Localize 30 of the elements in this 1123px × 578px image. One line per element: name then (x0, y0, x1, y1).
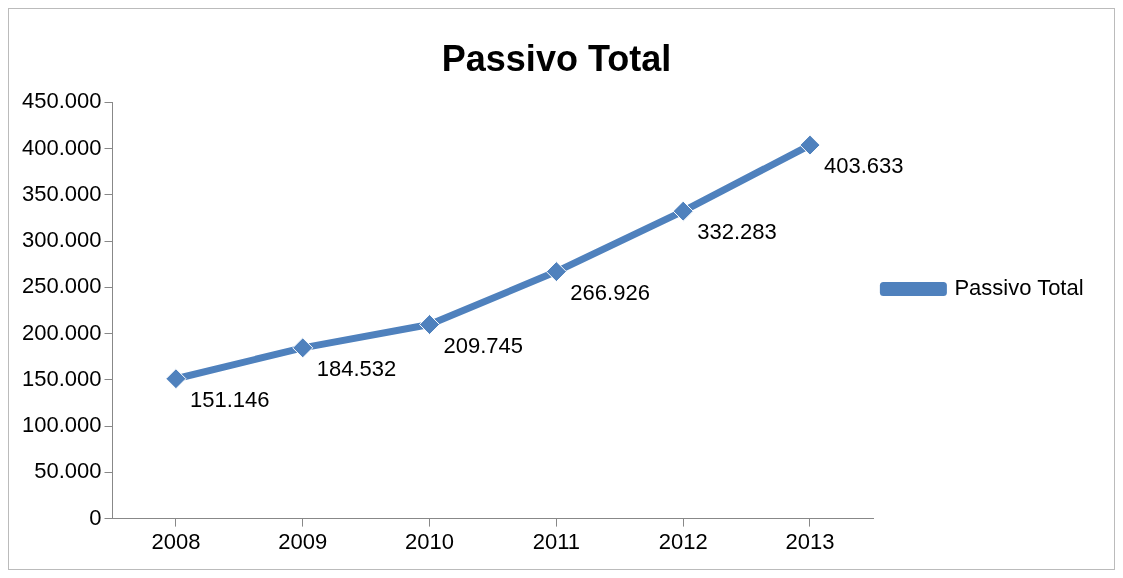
point (672, 200, 694, 222)
data-label: 151.146 (189, 386, 270, 412)
point (799, 134, 821, 156)
point (292, 337, 314, 359)
x-tick-label: 2012 (658, 528, 708, 554)
x-tick-label: 2013 (785, 528, 835, 554)
data-label: 184.532 (316, 355, 397, 381)
y-tick-label: 150.000 (21, 365, 102, 391)
y-tick-label: 450.000 (21, 88, 102, 114)
y-tick-label: 100.000 (21, 412, 102, 438)
legend-label: Passivo Total (954, 275, 1084, 301)
y-tick-label: 250.000 (21, 273, 102, 299)
data-label: 266.926 (570, 279, 650, 305)
data-label: 332.283 (697, 219, 777, 245)
x-tick-label: 2008 (151, 528, 201, 554)
point (165, 368, 187, 390)
y-tick-label: 50.000 (34, 458, 102, 484)
y-tick-label: 350.000 (21, 180, 102, 206)
y-tick-label: 300.000 (21, 227, 102, 253)
x-tick-label: 2010 (405, 528, 455, 554)
y-tick-label: 0 (89, 504, 102, 530)
x-tick-label: 2009 (278, 528, 328, 554)
chart-title: Passivo Total (441, 37, 672, 79)
point (419, 314, 441, 336)
y-tick-label: 400.000 (21, 134, 102, 160)
point (545, 261, 567, 283)
data-label: 403.633 (823, 153, 904, 179)
x-tick-label: 2011 (532, 528, 581, 554)
y-tick-label: 200.000 (21, 319, 102, 345)
data-label: 209.745 (443, 332, 524, 358)
